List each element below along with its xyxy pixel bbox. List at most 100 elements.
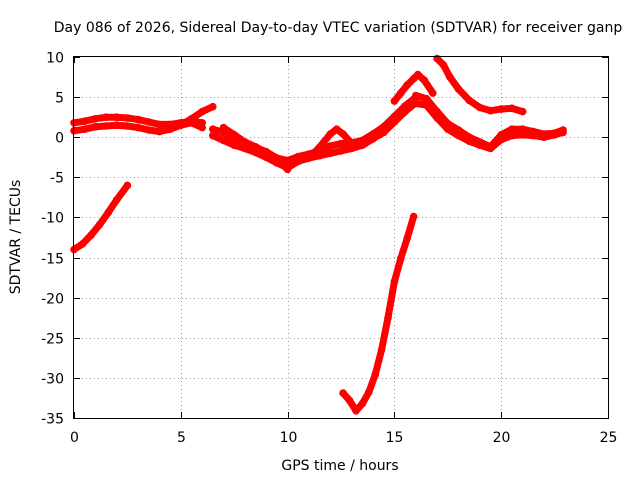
chart-title: Day 086 of 2026, Sidereal Day-to-day VTE… (54, 20, 623, 36)
data-point (95, 220, 104, 229)
data-point (486, 144, 495, 153)
series-arc-12h-hump (311, 125, 354, 156)
data-point (339, 130, 347, 138)
data-point (102, 113, 110, 121)
data-point (508, 104, 516, 113)
data-point (80, 117, 89, 125)
data-point (294, 157, 303, 166)
data-point (403, 81, 412, 89)
data-point (326, 149, 335, 158)
data-point (326, 142, 335, 150)
data-point (145, 126, 153, 134)
data-point (91, 123, 100, 131)
data-point (347, 144, 356, 153)
series-arc-deep-dip (339, 212, 418, 415)
data-point (230, 131, 238, 139)
data-point (390, 277, 399, 286)
data-point (337, 147, 345, 155)
data-point (540, 133, 548, 141)
data-point (123, 122, 132, 130)
series-band (433, 55, 527, 116)
data-point (401, 107, 409, 116)
data-point (155, 120, 164, 129)
y-tick-label: -10 (41, 211, 64, 227)
data-point (369, 135, 377, 143)
data-point (390, 97, 399, 105)
series-arc-early-negative (70, 181, 132, 254)
data-point (177, 121, 185, 129)
data-point (529, 131, 537, 140)
data-point (209, 125, 217, 133)
data-point (559, 128, 567, 137)
data-point (112, 196, 121, 204)
series-arc-rise-to-peak (390, 70, 437, 105)
data-point (365, 388, 373, 397)
x-tick-label: 25 (600, 430, 618, 446)
data-point (80, 125, 89, 133)
series-arc-bump-6h (177, 102, 217, 129)
data-point (339, 389, 347, 397)
data-point (209, 131, 217, 140)
data-point (358, 141, 367, 149)
data-point (273, 155, 281, 164)
data-point (397, 89, 405, 97)
data-point (320, 138, 328, 146)
data-point (209, 102, 217, 111)
data-point (518, 131, 527, 139)
plot-frame (73, 56, 609, 419)
y-tick-label: -25 (41, 332, 64, 348)
x-tick-label: 15 (386, 430, 404, 446)
data-point (446, 73, 454, 81)
data-point (465, 96, 474, 105)
data-point (283, 156, 292, 165)
data-point (91, 115, 100, 123)
x-tick-label: 10 (280, 430, 298, 446)
x-tick-label: 20 (493, 430, 511, 446)
data-point (251, 143, 260, 151)
data-point (326, 130, 335, 138)
data-point (476, 141, 484, 149)
y-tick-label: -20 (41, 292, 64, 308)
data-point (390, 118, 399, 126)
data-point (345, 396, 354, 405)
y-tick-label: -35 (41, 412, 64, 428)
data-point (486, 106, 495, 115)
x-tick-label: 5 (177, 430, 186, 446)
data-point (439, 61, 448, 69)
series-band (177, 103, 217, 129)
data-point (305, 154, 313, 162)
data-point (352, 407, 360, 415)
data-point (134, 123, 142, 132)
data-point (198, 123, 206, 132)
y-tick-label: -30 (41, 372, 64, 388)
data-point (412, 99, 420, 108)
grid-lines (74, 57, 608, 418)
data-point (219, 136, 228, 145)
series-arc-late-hump (433, 54, 527, 116)
data-point (337, 139, 345, 148)
data-point (429, 89, 437, 97)
data-point (518, 125, 527, 133)
data-point (371, 370, 380, 379)
data-point (508, 125, 516, 133)
data-point (508, 131, 516, 140)
data-point (123, 114, 132, 122)
data-point (241, 138, 249, 146)
data-point (420, 76, 429, 85)
data-point (379, 128, 388, 137)
x-axis-ticks: 0 5 10 15 20 25 (70, 57, 617, 446)
data-point (345, 137, 354, 145)
data-point (87, 231, 95, 239)
data-point (102, 122, 110, 130)
data-point (283, 165, 292, 174)
data-point (422, 101, 431, 109)
data-point (412, 91, 420, 100)
y-tick-label: -15 (41, 252, 64, 268)
x-tick-label: 0 (70, 430, 79, 446)
data-point (123, 181, 132, 190)
series-arc-midday-lower (209, 98, 420, 172)
y-tick-label: 10 (46, 51, 64, 67)
data-point (262, 148, 271, 157)
y-tick-label: 5 (55, 91, 64, 107)
